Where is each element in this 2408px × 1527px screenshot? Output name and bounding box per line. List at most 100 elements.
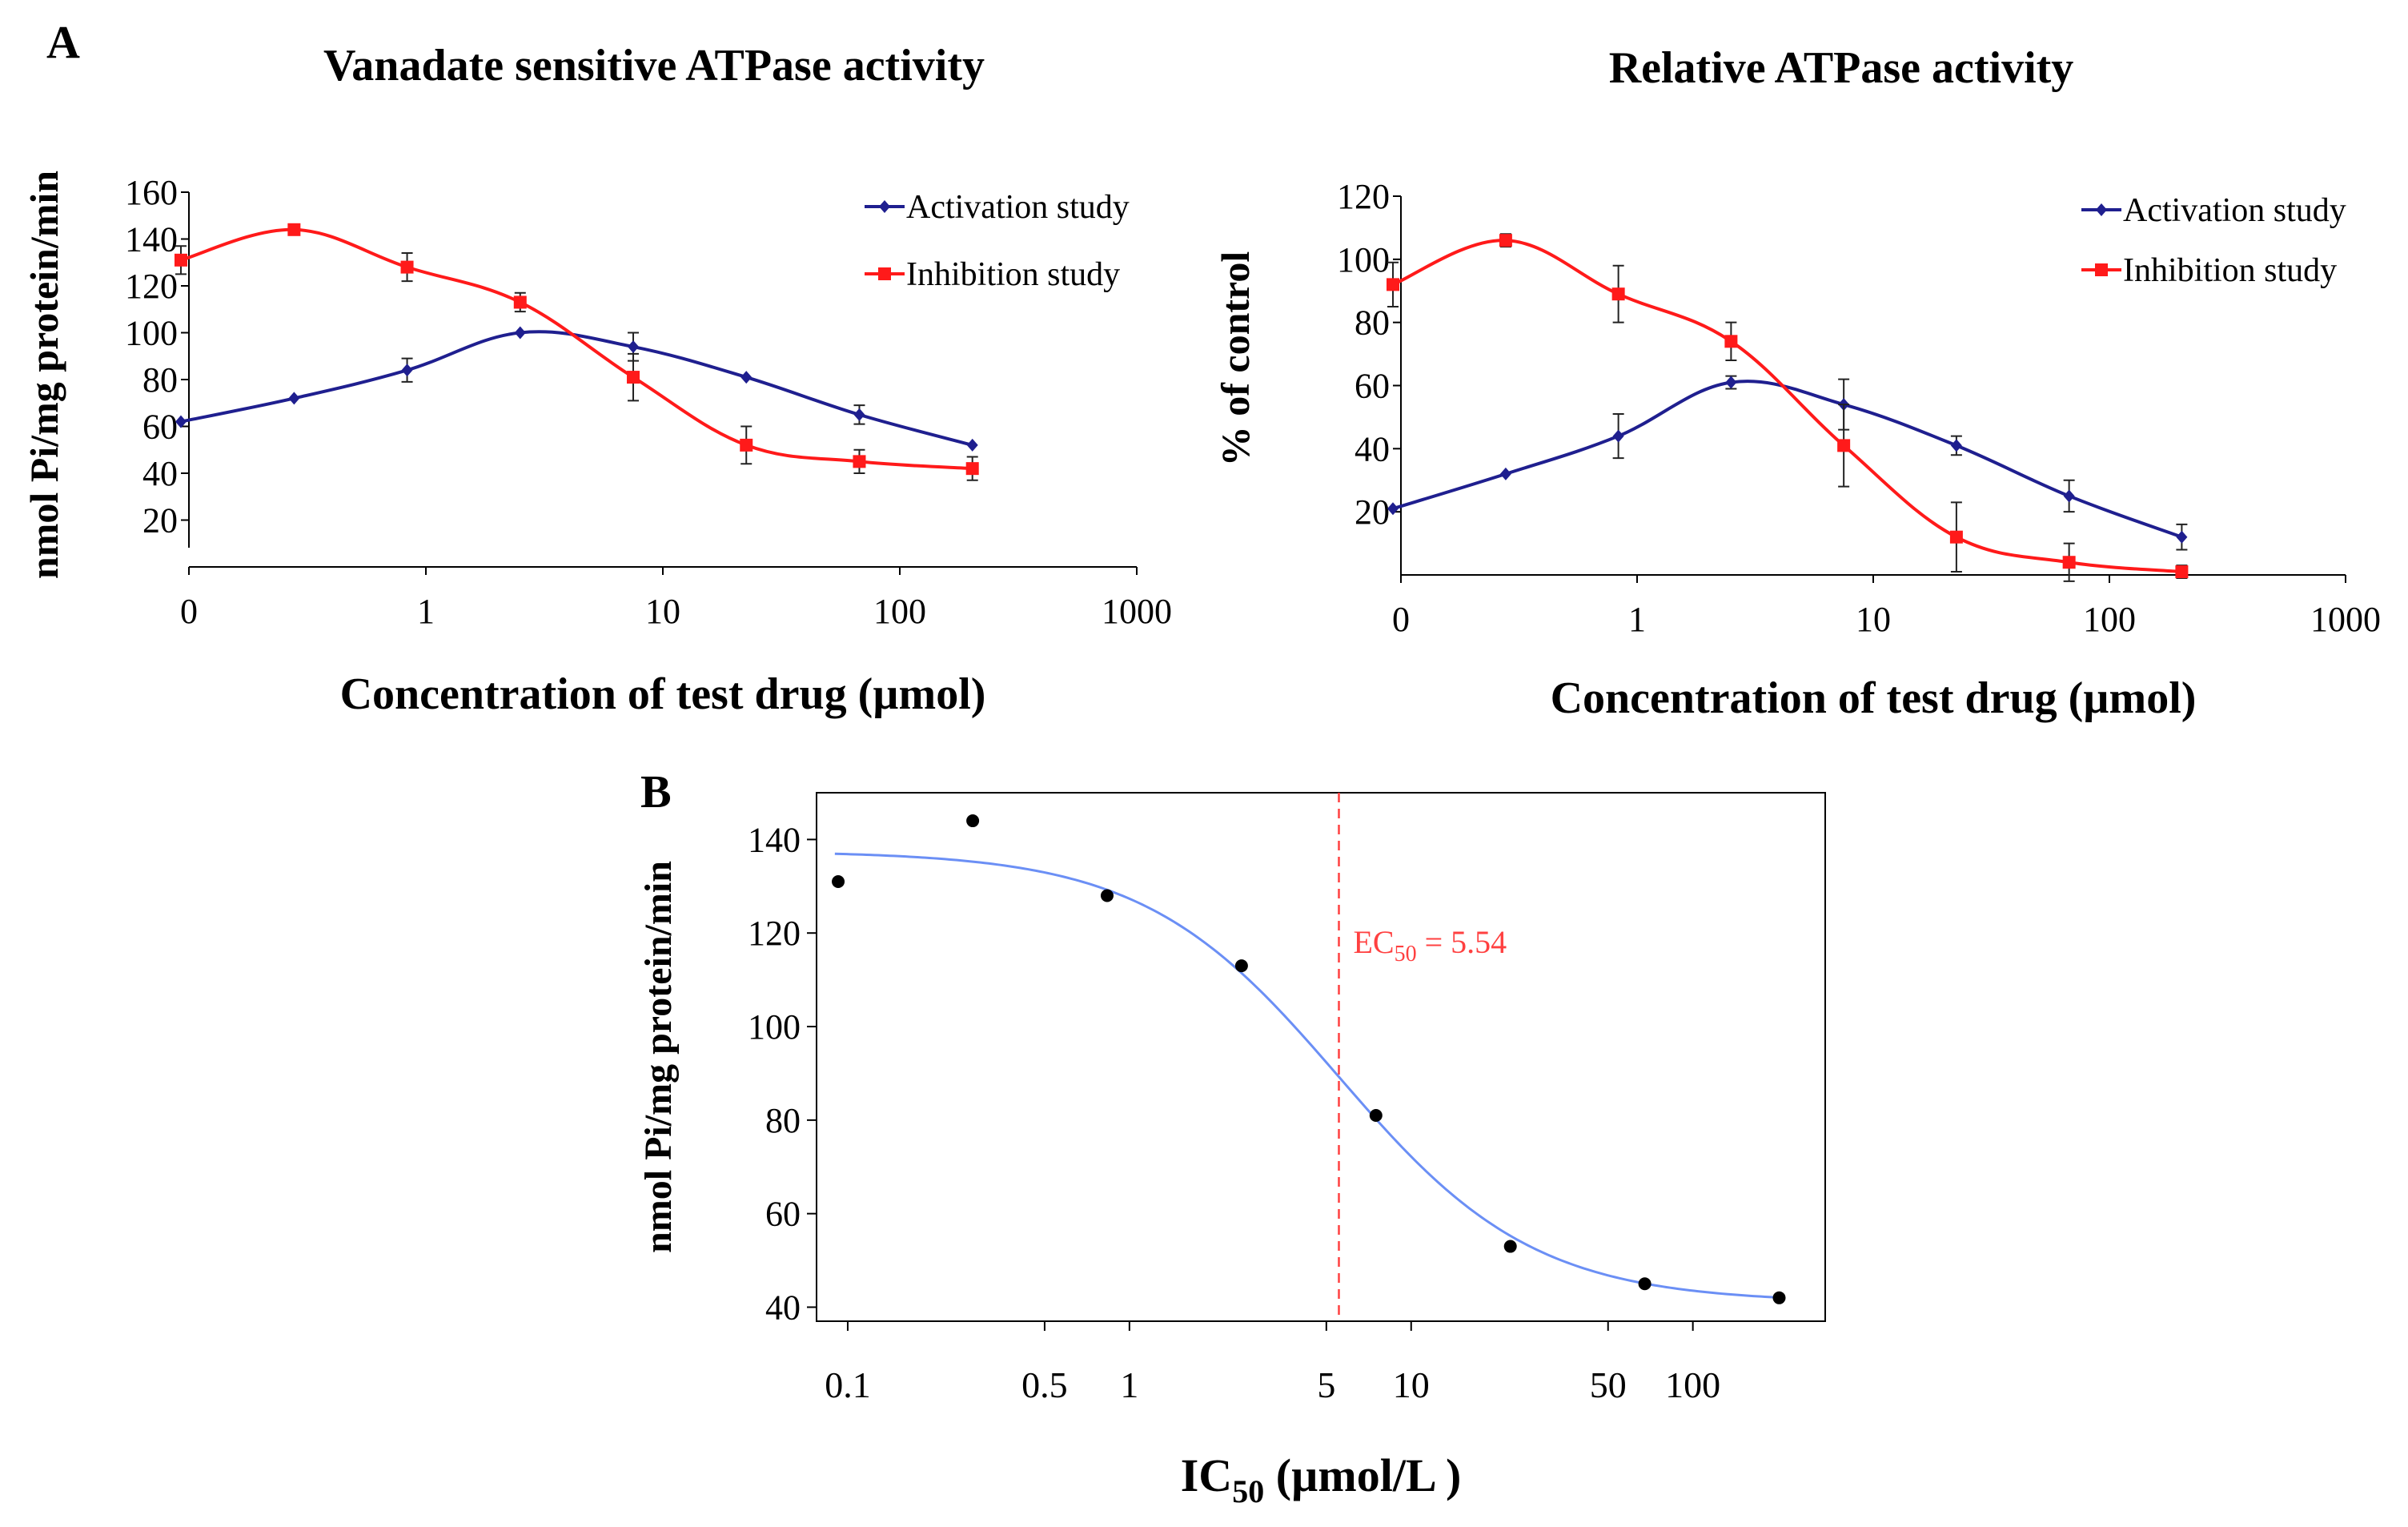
data-point-square <box>1387 278 1400 291</box>
data-point <box>1234 959 1248 973</box>
x-tick-label: 0 <box>180 592 198 631</box>
data-point-diamond <box>966 438 978 452</box>
chart-title: Relative ATPase activity <box>1609 43 2074 93</box>
y-tick-label: 100 <box>748 1007 801 1047</box>
y-tick-label: 20 <box>1354 492 1390 532</box>
x-tick-label: 1 <box>417 592 435 631</box>
data-point-square <box>2062 556 2076 569</box>
x-tick-label: 10 <box>1393 1364 1430 1405</box>
chart-ic50-curve: 40 60 80 100 120 140 0.1 0.5 1 5 10 50 100 IC50 (µmol… <box>637 792 1826 1509</box>
y-tick-label: 120 <box>1337 177 1390 216</box>
x-tick-label: 10 <box>645 592 680 631</box>
data-point <box>1638 1277 1651 1291</box>
y-tick-label: 20 <box>142 501 178 540</box>
data-point-diamond <box>288 392 300 405</box>
x-tick-label: 1 <box>1628 600 1646 639</box>
legend-label: Inhibition study <box>906 256 1120 293</box>
y-tick-label: 40 <box>142 454 178 493</box>
chart-title: Vanadate sensitive ATPase activity <box>323 41 985 90</box>
data-point-diamond <box>1612 429 1624 443</box>
data-point <box>1100 889 1114 902</box>
y-tick-label: 60 <box>142 408 178 447</box>
x-tick-label: 10 <box>1856 600 1891 639</box>
y-tick-label: 40 <box>1354 429 1390 468</box>
x-tick-label: 0.1 <box>825 1364 871 1405</box>
chart-vanadate-atpase: Vanadate sensitive ATPase activity 20 40 60… <box>22 41 1172 719</box>
data-point-square <box>1611 287 1625 301</box>
x-tick-label: 100 <box>1665 1364 1720 1405</box>
data-point <box>966 814 980 828</box>
data-point-diamond <box>514 326 526 340</box>
y-tick-label: 80 <box>765 1101 801 1140</box>
x-axis-label: IC50 (µmol/L ) <box>1181 1449 1462 1509</box>
legend-label: Activation study <box>2123 192 2346 229</box>
data-point-square <box>1499 234 1512 247</box>
data-point-square <box>1837 439 1851 452</box>
y-axis-label: nmol Pi/mg protein/min <box>637 861 680 1253</box>
data-point-diamond <box>2176 530 2188 544</box>
data-point-square <box>400 260 414 274</box>
legend-label: Activation study <box>906 189 1130 226</box>
data-point-square <box>174 253 187 267</box>
x-tick-label: 1 <box>1120 1364 1138 1405</box>
y-tick-label: 80 <box>1354 303 1390 343</box>
data-point-square <box>513 295 527 309</box>
data-point-diamond <box>1725 376 1737 389</box>
y-tick-label: 140 <box>748 820 801 859</box>
series-line-activation <box>1392 380 2183 539</box>
data-point <box>832 874 845 888</box>
fit-curve <box>834 852 1781 1300</box>
legend-marker <box>2095 263 2108 276</box>
data-point-square <box>2175 565 2189 579</box>
legend-marker <box>2096 203 2107 216</box>
data-point-square <box>1949 530 1963 544</box>
data-point-square <box>1724 335 1738 348</box>
data-point-diamond <box>2063 489 2075 503</box>
data-point-square <box>287 223 301 236</box>
x-axis-label: Concentration of test drug (µmol) <box>340 669 986 719</box>
x-tick-label: 100 <box>2083 600 2136 639</box>
y-tick-label: 100 <box>125 314 178 353</box>
legend-marker <box>879 200 890 213</box>
panel-label-b: B <box>640 766 672 818</box>
x-tick-label: 0.5 <box>1021 1364 1068 1405</box>
legend-label: Inhibition study <box>2123 252 2337 289</box>
y-tick-label: 60 <box>765 1195 801 1234</box>
y-tick-label: 60 <box>1354 367 1390 406</box>
legend-marker <box>878 267 891 280</box>
data-point-diamond <box>1387 502 1399 516</box>
data-point-diamond <box>1950 439 1962 452</box>
data-point <box>1772 1291 1786 1304</box>
plot-frame <box>816 792 1826 1322</box>
x-tick-label: 1000 <box>1102 592 1172 631</box>
data-point-square <box>627 371 640 384</box>
x-tick-label: 1000 <box>2310 600 2381 639</box>
y-tick-label: 80 <box>142 360 178 400</box>
y-axis-label: % of control <box>1213 251 1258 467</box>
ec50-annotation: EC50 = 5.54 <box>1354 924 1507 966</box>
x-tick-label: 0 <box>1392 600 1410 639</box>
data-point-diamond <box>628 340 640 354</box>
y-tick-label: 140 <box>125 220 178 259</box>
data-point-diamond <box>1499 467 1511 480</box>
chart-relative-atpase: Relative ATPase activity 20 40 60 80 100 120 0 1… <box>1213 43 2381 723</box>
data-point-square <box>965 462 979 476</box>
data-point-square <box>740 438 753 452</box>
y-tick-label: 40 <box>765 1288 801 1327</box>
data-point <box>1369 1109 1383 1123</box>
series-line-inhibition <box>1392 239 2182 574</box>
data-point <box>1503 1240 1517 1253</box>
y-tick-label: 120 <box>748 914 801 953</box>
x-tick-label: 100 <box>873 592 926 631</box>
y-tick-label: 160 <box>125 173 178 212</box>
data-point-diamond <box>175 415 187 428</box>
x-axis-label: Concentration of test drug (µmol) <box>1551 673 2197 723</box>
data-point-square <box>853 455 866 468</box>
series-line-inhibition <box>180 227 973 471</box>
y-tick-label: 120 <box>125 267 178 306</box>
y-axis-label: nmol Pi/mg protein/min <box>22 171 66 579</box>
y-tick-label: 100 <box>1337 240 1390 279</box>
data-point-diamond <box>853 408 865 421</box>
x-tick-label: 5 <box>1317 1364 1335 1405</box>
